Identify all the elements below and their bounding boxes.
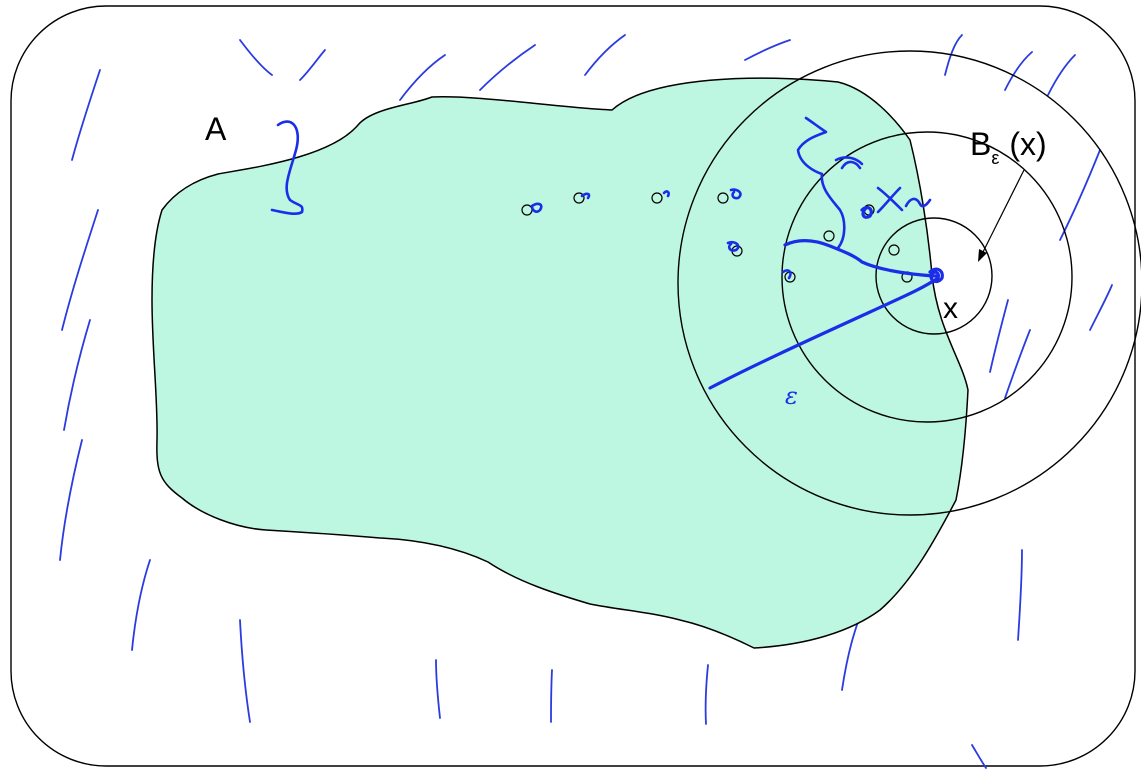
set-a-region — [151, 77, 969, 649]
ball-label-argument: (x) — [1009, 126, 1046, 162]
space-boundary — [10, 5, 1136, 767]
set-label-a: A — [205, 111, 227, 147]
sequence-point — [823, 230, 835, 242]
point-label-x: x — [943, 292, 958, 325]
ball-small — [875, 217, 993, 335]
ball-large — [677, 50, 1141, 516]
sequence-point — [717, 192, 729, 204]
ball-medium — [781, 131, 1073, 423]
radius-label-epsilon: ε — [785, 382, 798, 410]
ball-label-subscript: ε — [991, 148, 999, 168]
sequence-point — [651, 192, 663, 204]
complement-hatching — [59, 34, 1113, 769]
ball-label-base: B — [970, 126, 991, 162]
ball-label-arrow — [978, 169, 1025, 262]
sequence-label-name: x — [0, 0, 1, 1]
ink-annotations — [270, 116, 944, 390]
ball-label: Bε (x) — [970, 126, 1047, 168]
sequence-point — [888, 244, 900, 256]
sequence-point — [573, 192, 585, 204]
sequence-label-subscript: n — [1, 0, 2, 1]
